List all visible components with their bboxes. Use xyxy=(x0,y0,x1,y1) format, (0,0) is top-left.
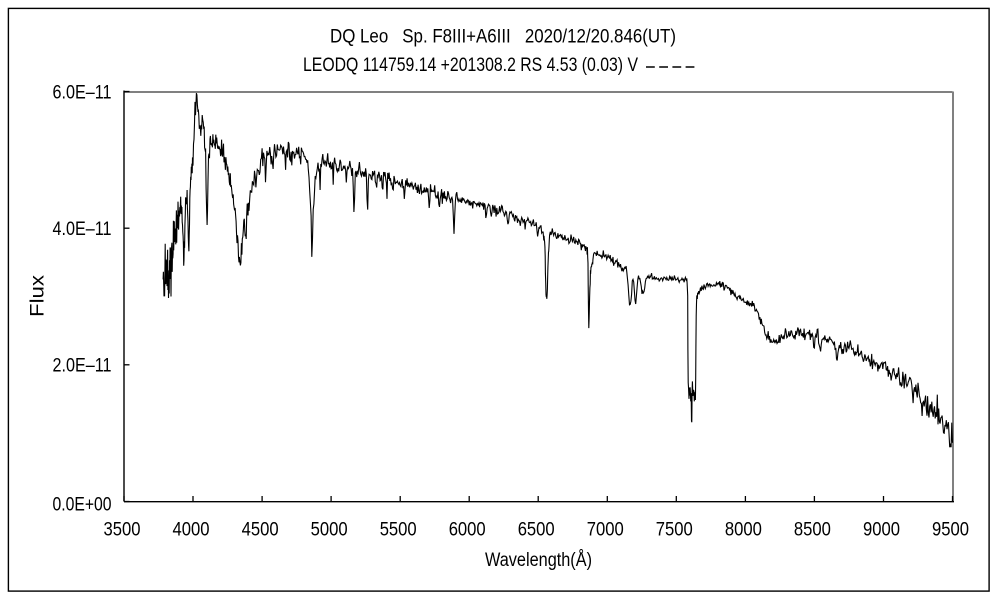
svg-text:7500: 7500 xyxy=(656,519,693,540)
svg-text:9500: 9500 xyxy=(932,519,969,540)
svg-text:8500: 8500 xyxy=(794,519,831,540)
svg-text:2.0E–11: 2.0E–11 xyxy=(53,356,112,377)
svg-text:9000: 9000 xyxy=(863,519,900,540)
svg-text:0.0E+00: 0.0E+00 xyxy=(53,495,112,516)
svg-text:LEODQ 114759.14 +201308.2 RS 4: LEODQ 114759.14 +201308.2 RS 4.53 (0.03)… xyxy=(303,55,638,76)
svg-text:4.0E–11: 4.0E–11 xyxy=(53,219,112,240)
svg-text:Flux: Flux xyxy=(28,274,49,317)
svg-text:Wavelength(Å): Wavelength(Å) xyxy=(485,550,592,571)
svg-text:5500: 5500 xyxy=(380,519,417,540)
svg-text:3500: 3500 xyxy=(104,519,141,540)
svg-text:6500: 6500 xyxy=(518,519,555,540)
svg-text:8000: 8000 xyxy=(725,519,762,540)
svg-text:6000: 6000 xyxy=(449,519,486,540)
svg-text:6.0E–11: 6.0E–11 xyxy=(53,82,112,103)
svg-text:4000: 4000 xyxy=(173,519,210,540)
svg-text:DQ Leo Sp. F8III+A6III 202: DQ Leo Sp. F8III+A6III 2020/12/20.846(UT… xyxy=(330,26,676,47)
svg-text:5000: 5000 xyxy=(311,519,348,540)
svg-text:4500: 4500 xyxy=(242,519,279,540)
svg-text:7000: 7000 xyxy=(587,519,624,540)
